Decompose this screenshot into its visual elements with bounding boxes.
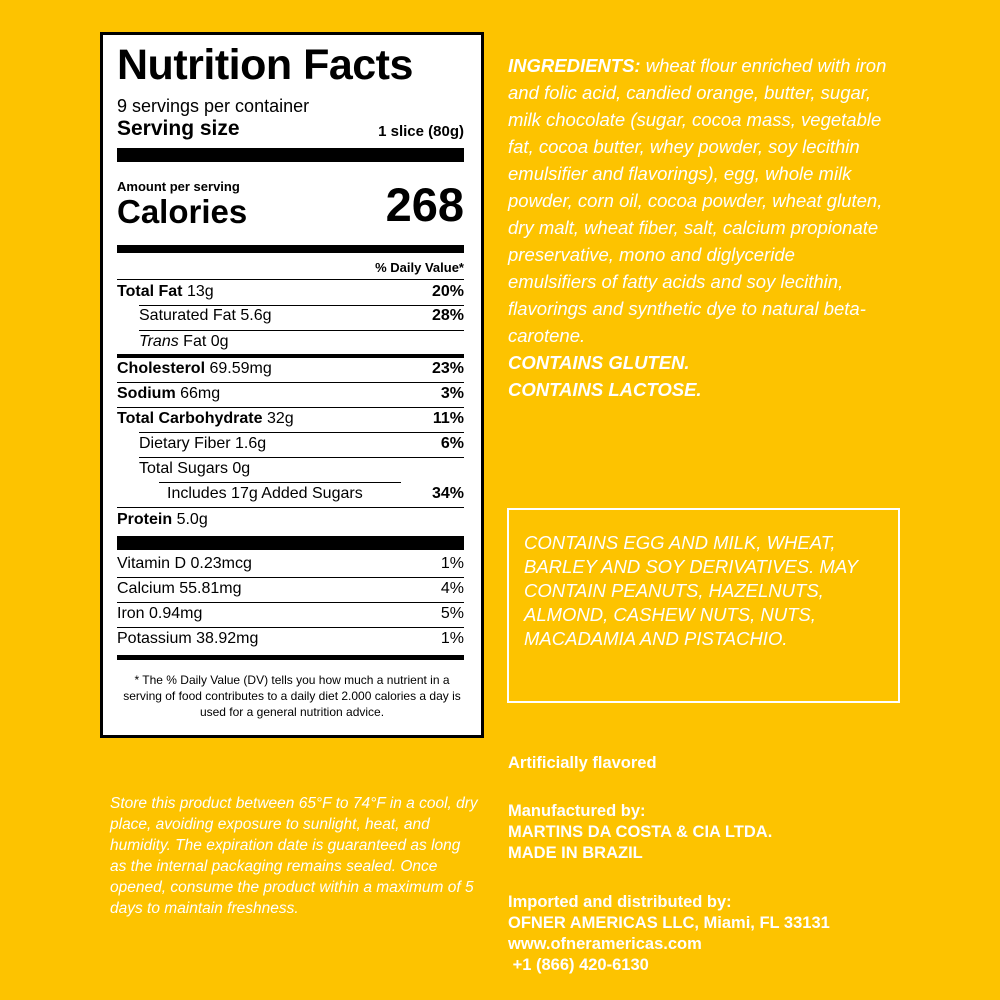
serving-size-value: 1 slice (80g) <box>378 123 464 140</box>
row-divider <box>117 507 464 508</box>
ingredients-heading: INGREDIENTS: <box>508 55 641 76</box>
sodium-dv: 3% <box>440 385 464 402</box>
total-carbohydrate-amount: 32g <box>266 410 294 427</box>
row-divider <box>139 457 464 458</box>
iron-dv: 5% <box>440 605 464 622</box>
manufacturer-origin: MADE IN BRAZIL <box>508 844 643 862</box>
total-carbohydrate-dv: 11% <box>432 410 464 427</box>
saturated-fat-dv: 28% <box>431 307 464 324</box>
row-divider <box>159 482 401 483</box>
total-fat-amount: 13g <box>186 283 214 300</box>
row-divider <box>139 305 464 306</box>
potassium-dv: 1% <box>440 630 464 647</box>
importer-website: www.ofneramericas.com <box>508 935 702 953</box>
cholesterol-label: Cholesterol <box>117 360 206 377</box>
row-total-sugars: Total Sugars 0g <box>117 458 464 482</box>
row-divider <box>139 330 464 331</box>
importer-phone: +1 (866) 420-6130 <box>508 956 649 974</box>
manufacturer-block: Manufactured by: MARTINS DA COSTA & CIA … <box>508 801 772 864</box>
total-sugars-label: Total Sugars 0g <box>139 460 251 477</box>
contains-lactose: CONTAINS LACTOSE. <box>508 379 702 400</box>
saturated-fat-label: Saturated Fat 5.6g <box>139 307 272 324</box>
row-divider <box>117 407 464 408</box>
storage-instructions: Store this product between 65°F to 74°F … <box>110 795 478 917</box>
row-iron: Iron 0.94mg 5% <box>117 603 464 627</box>
importer-heading: Imported and distributed by: <box>508 893 732 911</box>
allergen-box: CONTAINS EGG AND MILK, WHEAT, BARLEY AND… <box>507 508 900 703</box>
protein-label: Protein <box>117 511 173 528</box>
row-total-fat: Total Fat 13g 20% <box>117 281 464 305</box>
importer-block: Imported and distributed by: OFNER AMERI… <box>508 892 830 976</box>
thin-bar-divider <box>117 354 464 358</box>
row-divider <box>139 432 464 433</box>
ingredients-block: INGREDIENTS: wheat flour enriched with i… <box>508 52 888 403</box>
vitamin-d-dv: 1% <box>440 555 464 572</box>
nutrition-facts-panel: Nutrition Facts 9 servings per container… <box>100 32 484 738</box>
dietary-fiber-label: Dietary Fiber 1.6g <box>139 435 267 452</box>
ingredients-text: wheat flour enriched with iron and folic… <box>508 55 887 346</box>
trans-fat-rest: Fat 0g <box>183 333 229 350</box>
amount-per-serving: Amount per serving <box>117 179 240 194</box>
row-potassium: Potassium 38.92mg 1% <box>117 628 464 652</box>
row-divider <box>117 279 464 280</box>
row-divider <box>117 627 464 628</box>
sodium-amount: 66mg <box>180 385 221 402</box>
allergen-statement: CONTAINS EGG AND MILK, WHEAT, BARLEY AND… <box>524 532 858 649</box>
daily-value-footnote: * The % Daily Value (DV) tells you how m… <box>123 673 461 719</box>
row-total-carbohydrate: Total Carbohydrate 32g 11% <box>117 408 464 432</box>
row-dietary-fiber: Dietary Fiber 1.6g 6% <box>117 433 464 457</box>
manufacturer-name: MARTINS DA COSTA & CIA LTDA. <box>508 823 773 841</box>
added-sugars-dv: 34% <box>431 485 464 502</box>
nutrition-facts-title: Nutrition Facts <box>117 41 413 89</box>
calcium-label: Calcium 55.81mg <box>117 580 242 597</box>
protein-amount: 5.0g <box>176 511 208 528</box>
importer-name: OFNER AMERICAS LLC, Miami, FL 33131 <box>508 914 830 932</box>
row-sodium: Sodium 66mg 3% <box>117 383 464 407</box>
servings-per-container: 9 servings per container <box>117 96 310 116</box>
row-divider <box>117 382 464 383</box>
row-saturated-fat: Saturated Fat 5.6g 28% <box>117 305 464 329</box>
row-calcium: Calcium 55.81mg 4% <box>117 578 464 602</box>
cholesterol-amount: 69.59mg <box>209 360 272 377</box>
thick-divider <box>117 536 464 550</box>
trans-fat-prefix: Trans <box>139 333 179 350</box>
calcium-dv: 4% <box>440 580 464 597</box>
row-divider <box>117 577 464 578</box>
row-protein: Protein 5.0g <box>117 509 464 533</box>
sodium-label: Sodium <box>117 385 176 402</box>
row-trans-fat: Trans Fat 0g <box>117 331 464 355</box>
thin-bar-divider <box>117 655 464 660</box>
calories-label: Calories <box>117 193 248 230</box>
daily-value-header: % Daily Value* <box>375 260 464 275</box>
potassium-label: Potassium 38.92mg <box>117 630 259 647</box>
calories-value: 268 <box>385 178 464 231</box>
dietary-fiber-dv: 6% <box>440 435 464 452</box>
vitamin-d-label: Vitamin D 0.23mcg <box>117 555 252 572</box>
total-fat-label: Total Fat <box>117 283 183 300</box>
iron-label: Iron 0.94mg <box>117 605 203 622</box>
medium-divider <box>117 245 464 253</box>
contains-gluten: CONTAINS GLUTEN. <box>508 352 690 373</box>
row-added-sugars: Includes 17g Added Sugars 34% <box>117 483 464 507</box>
total-carbohydrate-label: Total Carbohydrate <box>117 410 263 427</box>
row-cholesterol: Cholesterol 69.59mg 23% <box>117 358 464 382</box>
flavor-note: Artificially flavored <box>508 754 657 772</box>
row-vitamin-d: Vitamin D 0.23mcg 1% <box>117 553 464 577</box>
total-fat-dv: 20% <box>431 283 464 300</box>
manufacturer-heading: Manufactured by: <box>508 802 646 820</box>
thick-divider <box>117 148 464 162</box>
row-divider <box>117 602 464 603</box>
serving-size-label: Serving size <box>117 117 240 140</box>
added-sugars-label: Includes 17g Added Sugars <box>167 485 363 502</box>
cholesterol-dv: 23% <box>431 360 464 377</box>
